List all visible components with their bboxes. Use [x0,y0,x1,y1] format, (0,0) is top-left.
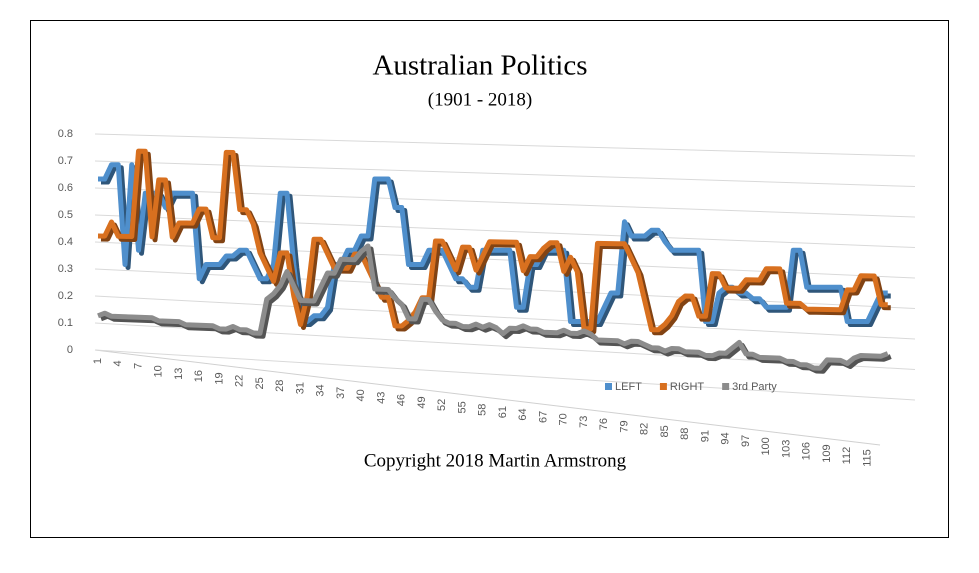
x-tick-label: 70 [558,413,570,425]
grid-line [94,133,916,157]
x-tick-label: 91 [699,430,711,442]
x-tick-label: 88 [679,428,691,440]
grid-line [94,187,916,218]
x-tick-label: 112 [841,447,853,465]
series-line [98,162,888,324]
x-tick-label: 94 [720,432,732,444]
chart-subtitle: (1901 - 2018) [428,89,532,110]
x-tick-label: 49 [416,396,428,408]
legend-label: LEFT [615,381,642,393]
grid-line [94,268,916,309]
x-tick-label: 46 [396,394,408,406]
x-tick-label: 13 [173,368,185,380]
series-line [97,243,889,371]
x-tick-label: 31 [294,382,306,394]
y-tick-label: 0.7 [58,155,73,167]
x-tick-label: 37 [335,387,347,399]
x-tick-label: 43 [375,392,387,404]
x-tick-label: 85 [659,425,671,437]
x-tick-label: 1 [92,358,104,364]
x-tick-label: 61 [497,406,509,418]
x-tick-label: 106 [801,442,813,460]
x-tick-label: 115 [861,449,873,467]
legend-swatch [659,383,667,390]
x-tick-label: 10 [153,365,165,377]
x-tick-label: 55 [456,401,468,413]
grid-line [94,160,916,187]
x-tick-label: 4 [112,360,124,366]
x-tick-label: 73 [578,416,590,428]
y-tick-label: 0.1 [58,317,73,329]
x-tick-label: 22 [234,375,246,387]
x-tick-label: 16 [193,370,205,382]
x-tick-label: 25 [254,377,266,389]
x-tick-label: 7 [132,363,144,369]
y-tick-label: 0.4 [58,236,73,248]
series-line [97,148,888,333]
x-tick-label: 103 [780,440,792,458]
y-tick-label: 0.6 [58,182,73,194]
x-tick-label: 109 [821,444,833,462]
x-tick-label: 79 [618,420,630,432]
y-tick-label: 0.3 [58,263,73,275]
x-tick-label: 19 [213,372,225,384]
caption: Copyright 2018 Martin Armstrong [364,450,627,471]
grid-line [94,349,916,401]
x-tick-label: 76 [598,418,610,430]
legend-swatch [722,383,730,390]
x-tick-label: 100 [760,437,772,455]
x-tick-label: 52 [436,399,448,411]
y-tick-label: 0.8 [58,128,73,140]
x-tick-label: 58 [477,404,489,416]
x-tick-label: 67 [537,411,549,423]
x-tick-label: 82 [639,423,651,435]
x-tick-label: 34 [315,384,327,396]
x-tick-label: 64 [517,408,529,420]
legend-label: 3rd Party [732,381,777,393]
y-tick-label: 0.5 [58,209,73,221]
x-tick-label: 97 [740,435,752,447]
x-tick-label: 40 [355,389,367,401]
category-axis [94,349,881,446]
legend-label: RIGHT [670,381,705,393]
grid-line [94,214,916,248]
x-tick-label: 28 [274,380,286,392]
y-tick-label: 0 [67,344,73,356]
y-tick-label: 0.2 [58,290,73,302]
grid-line [94,295,916,340]
legend-swatch [605,383,612,390]
chart-title: Australian Politics [372,50,587,82]
